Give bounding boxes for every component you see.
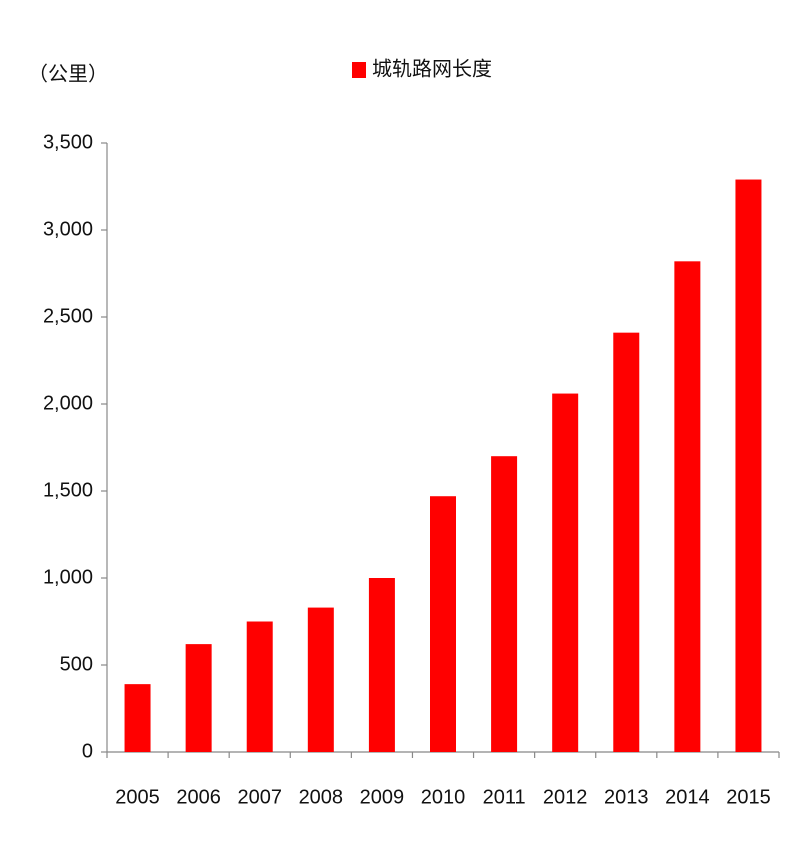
y-tick-label: 2,000 bbox=[43, 392, 93, 414]
bar bbox=[613, 332, 640, 752]
legend-label: 城轨路网长度 bbox=[372, 57, 492, 80]
y-tick-label: 3,500 bbox=[43, 131, 93, 153]
x-tick-label: 2013 bbox=[604, 786, 649, 808]
bar bbox=[552, 393, 579, 752]
x-tick-label: 2008 bbox=[299, 786, 344, 808]
bar bbox=[368, 578, 395, 752]
y-tick-label: 1,000 bbox=[43, 566, 93, 588]
bar bbox=[124, 684, 151, 752]
y-tick-label: 1,500 bbox=[43, 479, 93, 501]
x-tick-label: 2012 bbox=[543, 786, 588, 808]
bar bbox=[430, 496, 456, 752]
bar bbox=[307, 607, 334, 752]
bar bbox=[246, 621, 273, 752]
bar bbox=[185, 644, 212, 752]
bar bbox=[735, 179, 762, 753]
x-tick-label: 2007 bbox=[237, 786, 282, 808]
x-tick-label: 2011 bbox=[483, 786, 526, 808]
x-tick-label: 2010 bbox=[421, 786, 466, 808]
y-tick-label: 0 bbox=[82, 740, 93, 762]
x-tick-label: 2006 bbox=[176, 786, 221, 808]
y-axis-unit: （公里） bbox=[28, 62, 108, 85]
x-tick-label: 2005 bbox=[115, 786, 160, 808]
legend-swatch bbox=[352, 62, 366, 78]
y-tick-label: 500 bbox=[60, 653, 93, 675]
y-tick-label: 3,000 bbox=[43, 218, 93, 240]
x-tick-label: 2015 bbox=[726, 786, 771, 808]
x-tick-label: 2014 bbox=[665, 786, 710, 808]
bar bbox=[491, 456, 518, 752]
y-tick-label: 2,500 bbox=[43, 305, 93, 327]
x-tick-label: 2009 bbox=[360, 786, 405, 808]
bar bbox=[674, 261, 701, 752]
